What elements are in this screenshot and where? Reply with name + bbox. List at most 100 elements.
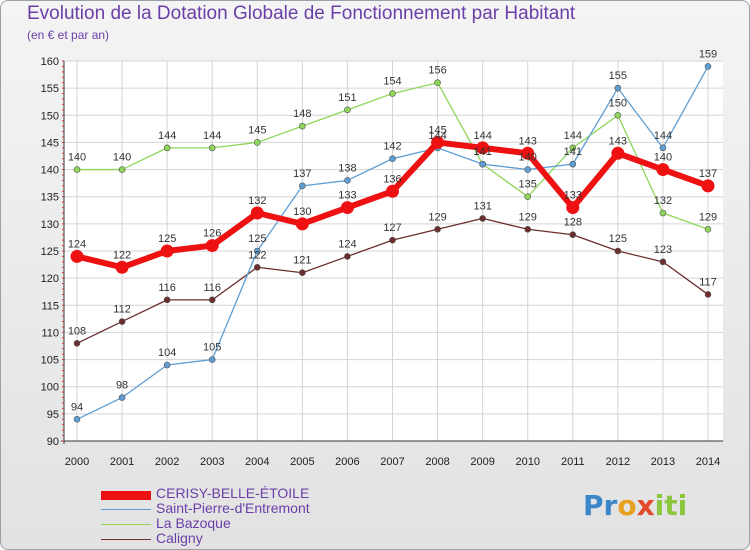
data-point-caligny[interactable] xyxy=(704,291,712,298)
data-point-saint-pierre-d-entremont[interactable] xyxy=(614,84,622,92)
x-tick-label: 2007 xyxy=(380,456,404,468)
data-point-caligny[interactable] xyxy=(479,215,486,222)
data-point-saint-pierre-d-entremont[interactable] xyxy=(344,177,351,184)
data-label-saint-pierre-d-entremont: 159 xyxy=(699,48,717,60)
data-point-la-bazoque[interactable] xyxy=(118,166,126,173)
data-point-caligny[interactable] xyxy=(614,247,622,255)
data-label-cerisy-belle-toile: 140 xyxy=(654,152,672,164)
y-tick-label: 100 xyxy=(41,382,59,394)
data-label-la-bazoque: 145 xyxy=(248,124,266,136)
data-point-saint-pierre-d-entremont[interactable] xyxy=(389,155,396,163)
y-tick-label: 95 xyxy=(47,409,59,421)
legend-swatch-la-bazoque xyxy=(101,524,151,525)
data-point-caligny[interactable] xyxy=(118,318,126,325)
data-point-cerisy-belle-toile[interactable] xyxy=(205,239,219,253)
data-label-caligny: 123 xyxy=(654,244,672,256)
y-tick-label: 140 xyxy=(41,165,59,177)
x-tick-label: 2014 xyxy=(696,456,720,468)
data-label-caligny: 116 xyxy=(203,282,221,294)
data-label-la-bazoque: 154 xyxy=(383,76,401,88)
x-tick-label: 2008 xyxy=(425,456,449,468)
data-point-saint-pierre-d-entremont[interactable] xyxy=(118,394,126,401)
data-point-la-bazoque[interactable] xyxy=(208,144,216,152)
data-point-caligny[interactable] xyxy=(524,225,532,233)
data-point-la-bazoque[interactable] xyxy=(344,106,351,114)
data-point-caligny[interactable] xyxy=(389,236,396,244)
data-point-saint-pierre-d-entremont[interactable] xyxy=(299,182,306,190)
x-tick-label: 2006 xyxy=(335,456,359,468)
data-label-caligny: 124 xyxy=(338,238,356,250)
data-point-cerisy-belle-toile[interactable] xyxy=(566,201,580,215)
data-label-cerisy-belle-toile: 137 xyxy=(699,168,717,180)
data-point-cerisy-belle-toile[interactable] xyxy=(611,146,625,160)
data-point-saint-pierre-d-entremont[interactable] xyxy=(524,166,532,173)
data-label-cerisy-belle-toile: 143 xyxy=(609,135,627,147)
data-point-saint-pierre-d-entremont[interactable] xyxy=(659,144,667,152)
data-point-saint-pierre-d-entremont[interactable] xyxy=(208,356,216,363)
data-label-cerisy-belle-toile: 133 xyxy=(564,190,582,202)
data-point-cerisy-belle-toile[interactable] xyxy=(160,244,174,258)
data-point-saint-pierre-d-entremont[interactable] xyxy=(569,160,577,168)
data-point-cerisy-belle-toile[interactable] xyxy=(70,249,84,263)
data-point-la-bazoque[interactable] xyxy=(659,209,667,217)
data-point-caligny[interactable] xyxy=(344,253,351,260)
data-point-saint-pierre-d-entremont[interactable] xyxy=(704,63,712,70)
data-label-cerisy-belle-toile: 122 xyxy=(113,249,131,261)
data-point-cerisy-belle-toile[interactable] xyxy=(521,146,535,160)
data-point-cerisy-belle-toile[interactable] xyxy=(386,184,399,198)
data-point-cerisy-belle-toile[interactable] xyxy=(476,141,490,155)
data-label-caligny: 127 xyxy=(383,222,401,234)
data-point-la-bazoque[interactable] xyxy=(299,122,306,130)
data-point-la-bazoque[interactable] xyxy=(434,79,441,87)
data-point-caligny[interactable] xyxy=(659,258,667,266)
data-label-caligny: 122 xyxy=(248,249,266,261)
data-label-caligny: 129 xyxy=(428,211,446,223)
data-point-la-bazoque[interactable] xyxy=(163,144,171,152)
data-point-caligny[interactable] xyxy=(253,263,261,271)
data-point-cerisy-belle-toile[interactable] xyxy=(115,260,129,274)
data-label-la-bazoque: 151 xyxy=(338,92,356,104)
data-point-caligny[interactable] xyxy=(208,296,216,304)
data-point-caligny[interactable] xyxy=(73,339,81,347)
data-label-cerisy-belle-toile: 145 xyxy=(428,124,446,136)
data-point-la-bazoque[interactable] xyxy=(524,193,532,201)
data-point-caligny[interactable] xyxy=(569,231,577,239)
data-label-la-bazoque: 132 xyxy=(654,195,672,207)
data-point-cerisy-belle-toile[interactable] xyxy=(340,201,354,215)
data-point-saint-pierre-d-entremont[interactable] xyxy=(479,160,486,168)
data-point-cerisy-belle-toile[interactable] xyxy=(250,206,264,220)
data-label-caligny: 117 xyxy=(699,276,717,288)
x-tick-label: 2013 xyxy=(651,456,675,468)
data-point-saint-pierre-d-entremont[interactable] xyxy=(253,247,261,255)
logo-letter: t xyxy=(664,489,678,522)
legend-label-cerisy: CERISY-BELLE-ÉTOILE xyxy=(156,485,310,501)
x-tick-label: 2009 xyxy=(470,456,494,468)
legend-swatch-caligny xyxy=(101,539,151,540)
data-point-saint-pierre-d-entremont[interactable] xyxy=(73,415,81,423)
data-point-cerisy-belle-toile[interactable] xyxy=(295,217,309,231)
legend-label-saint-pierre: Saint-Pierre-d'Entremont xyxy=(156,500,310,516)
data-label-caligny: 116 xyxy=(158,282,176,294)
logo-letter: P xyxy=(583,489,604,522)
data-point-la-bazoque[interactable] xyxy=(389,90,396,97)
data-label-la-bazoque: 129 xyxy=(699,211,717,223)
data-point-cerisy-belle-toile[interactable] xyxy=(431,135,445,149)
data-label-caligny: 128 xyxy=(564,217,582,229)
data-point-la-bazoque[interactable] xyxy=(704,225,712,233)
logo-letter: r xyxy=(603,489,618,522)
logo-letter: o xyxy=(617,489,637,522)
data-point-cerisy-belle-toile[interactable] xyxy=(656,163,670,177)
data-point-la-bazoque[interactable] xyxy=(614,111,622,119)
y-tick-label: 150 xyxy=(41,110,59,122)
data-point-caligny[interactable] xyxy=(163,296,171,304)
data-point-caligny[interactable] xyxy=(434,225,441,233)
data-point-la-bazoque[interactable] xyxy=(73,166,81,173)
data-point-cerisy-belle-toile[interactable] xyxy=(701,179,715,193)
data-point-caligny[interactable] xyxy=(299,269,306,277)
data-point-la-bazoque[interactable] xyxy=(569,144,577,152)
data-label-saint-pierre-d-entremont: 137 xyxy=(293,168,311,180)
data-point-la-bazoque[interactable] xyxy=(253,139,261,146)
data-label-cerisy-belle-toile: 144 xyxy=(473,130,491,142)
data-label-caligny: 108 xyxy=(68,325,86,337)
data-point-saint-pierre-d-entremont[interactable] xyxy=(163,361,171,369)
